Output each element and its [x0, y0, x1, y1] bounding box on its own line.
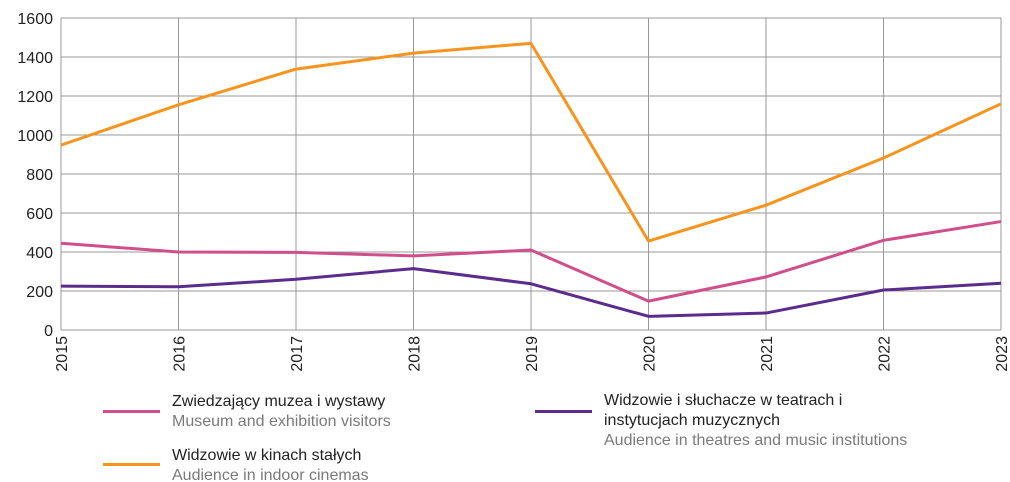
y-tick-label: 600	[26, 206, 53, 223]
y-tick-label: 200	[26, 284, 53, 301]
y-tick-label: 800	[26, 167, 53, 184]
x-tick-label: 2017	[289, 336, 306, 372]
legend-label: Widzowie i słuchacze w teatrach i instyt…	[604, 392, 843, 429]
y-tick-label: 0	[44, 323, 53, 340]
x-tick-label: 2022	[877, 336, 894, 372]
legend-swatch	[535, 410, 592, 413]
legend-label: Widzowie w kinach stałych	[172, 447, 362, 464]
x-tick-label: 2016	[172, 336, 189, 372]
legend-swatch	[103, 463, 160, 466]
legend-label: Zwiedzający muzea i wystawy	[172, 393, 386, 410]
legend-entry: Widzowie w kinach stałych Audience in ind…	[172, 446, 472, 482]
legend-label-en: Audience in theatres and music instituti…	[604, 432, 908, 449]
series-line	[60, 41, 1002, 243]
series-line	[60, 220, 1002, 303]
y-tick-label: 1600	[17, 11, 53, 28]
series-line	[60, 267, 1002, 318]
legend-entry: Zwiedzający muzea i wystawy Museum and ex…	[172, 392, 472, 432]
x-tick-label: 2023	[994, 336, 1010, 372]
x-tick-label: 2021	[759, 336, 776, 372]
x-tick-label: 2020	[642, 336, 659, 372]
chart: 0 200 400 600 800 1000 1200 1400 1600 2015 2016 201…	[17, 11, 1010, 372]
x-tick-label: 2015	[54, 336, 71, 372]
legend-label-en: Audience in indoor cinemas	[172, 467, 369, 482]
legend-entry: Widzowie i słuchacze w teatrach i instyt…	[604, 391, 908, 451]
legend-label-en: Museum and exhibition visitors	[172, 413, 391, 430]
y-tick-label: 1400	[17, 50, 53, 67]
x-tick-label: 2018	[407, 336, 424, 372]
y-tick-label: 400	[26, 245, 53, 262]
x-tick-label: 2019	[524, 336, 541, 372]
legend-swatch	[103, 410, 160, 413]
y-tick-label: 1000	[17, 128, 53, 145]
y-tick-label: 1200	[17, 89, 53, 106]
